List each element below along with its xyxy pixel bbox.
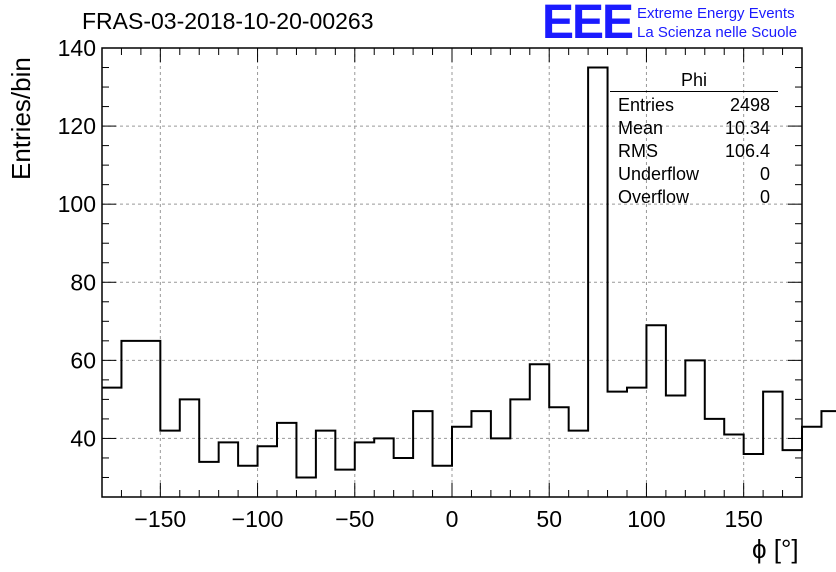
histogram-bin [802,427,821,497]
stat-value: 106.4 [724,141,770,161]
histogram-bin [238,466,257,497]
histogram-bin [549,407,568,497]
histogram-bin [569,431,588,497]
histogram-bin [394,458,413,497]
stats-title: Phi [610,70,778,92]
stat-value: 2498 [729,95,770,115]
y-tick-label: 120 [58,113,96,139]
logo-caption-line-2: La Scienza nelle Scuole [637,24,798,41]
histogram-bin [433,466,452,497]
histogram-bin [685,360,704,497]
axis-ticks [101,47,803,498]
y-tick-label: 60 [70,347,96,373]
histogram-bin [102,388,121,497]
histogram-bin [141,341,160,497]
histogram-bin [413,411,432,497]
x-tick-label: −150 [134,506,186,532]
stat-label: Overflow [618,187,690,207]
stat-row-rms: RMS 106.4 [610,140,778,163]
histogram-bin [316,431,335,497]
histogram-bin [160,431,179,497]
y-tick-label: 40 [70,425,96,451]
logo-caption: Extreme Energy Events La Scienza nelle S… [637,4,797,42]
stat-row-overflow: Overflow 0 [610,186,778,209]
eee-logo: EEE [542,0,634,49]
stat-label: Entries [618,95,675,115]
stat-row-entries: Entries 2498 [610,94,778,117]
histogram-bin [821,411,836,497]
histogram-bin [510,399,529,497]
histogram-bin [121,341,140,497]
tick-labels: −150 −100 −50 0 50 100 150 40 60 80 100 120 140 [58,35,763,532]
histogram-bin [646,325,665,497]
x-tick-label: 0 [446,506,459,532]
x-tick-label: −100 [232,506,284,532]
histogram-bin [199,462,218,497]
chart-title: FRAS-03-2018-10-20-00263 [82,8,374,34]
stat-value: 10.34 [724,118,770,138]
histogram-bin [705,419,724,497]
histogram-bin [783,450,802,497]
histogram-bin [452,427,471,497]
histogram-bin [530,364,549,497]
histogram-bin [296,477,315,497]
histogram-bin [744,454,763,497]
y-axis-label: Entries/bin [6,57,36,180]
stat-value: 0 [759,187,770,207]
histogram-bin [491,438,510,497]
stat-label: Mean [618,118,664,138]
histogram-bin [724,435,743,497]
stat-label: Underflow [618,164,700,184]
logo-caption-line-1: Extreme Energy Events [637,5,795,22]
y-tick-label: 100 [58,191,96,217]
stats-box: Phi Entries 2498 Mean 10.34 RMS 106.4 Un… [610,70,778,209]
stat-row-underflow: Underflow 0 [610,163,778,186]
histogram-bin [627,388,646,497]
histogram-bin [335,470,354,497]
x-tick-label: −50 [335,506,374,532]
y-tick-label: 140 [58,35,96,61]
x-tick-label: 50 [536,506,562,532]
histogram-bin [277,423,296,497]
stat-value: 0 [759,164,770,184]
histogram-bin [588,68,607,497]
histogram-bin [763,392,782,497]
histogram-outline [102,66,836,479]
stat-row-mean: Mean 10.34 [610,117,778,140]
histogram-series [102,66,836,497]
histogram-bin [608,392,627,497]
histogram-bin [355,442,374,497]
stat-label: RMS [618,141,658,161]
x-tick-label: 100 [627,506,665,532]
x-tick-label: 150 [724,506,762,532]
histogram-bin [258,446,277,497]
histogram-bin [471,411,490,497]
y-tick-label: 80 [70,269,96,295]
x-axis-label: ϕ [°] [752,534,799,564]
histogram-bin [219,442,238,497]
histogram-bin [180,399,199,497]
histogram-bin [666,395,685,497]
histogram-bin [374,438,393,497]
